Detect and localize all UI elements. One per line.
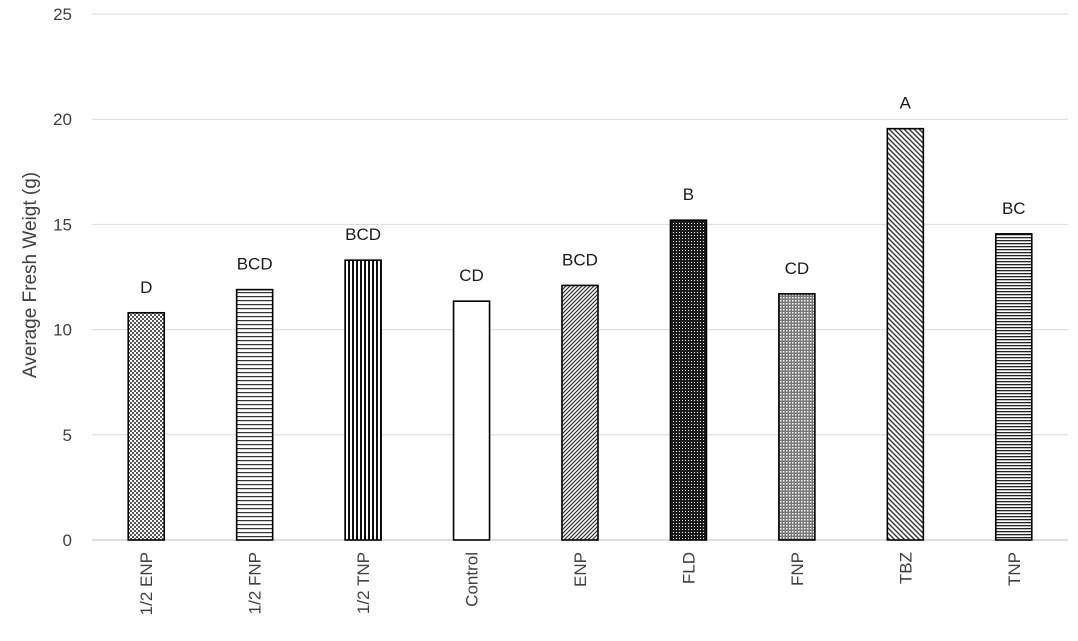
significance-label: CD [459, 266, 484, 285]
x-axis-categories: 1/2 ENP 1/2 FNP 1/2 TNP Control ENP FLD FNP TBZ… [137, 552, 1024, 615]
significance-label: CD [785, 259, 810, 278]
x-category-label: FLD [679, 552, 698, 584]
bar [886, 127, 925, 541]
x-category-label: ENP [571, 552, 590, 587]
significance-label: BCD [562, 250, 598, 269]
significance-label: BC [1002, 199, 1026, 218]
significance-label: D [140, 278, 152, 297]
y-tick-label: 10 [53, 321, 72, 340]
significance-label: A [900, 94, 912, 113]
bar [778, 293, 816, 541]
x-category-label: 1/2 FNP [246, 552, 265, 614]
significance-label: BCD [237, 255, 273, 274]
y-tick-label: 0 [63, 531, 72, 550]
bar [344, 259, 382, 541]
bar [452, 300, 491, 541]
x-category-label: FNP [788, 552, 807, 586]
bars [127, 127, 1033, 541]
significance-label: BCD [345, 225, 381, 244]
y-axis-ticks: 0 5 10 15 20 25 [53, 5, 72, 550]
y-tick-label: 20 [53, 110, 72, 129]
y-tick-label: 25 [53, 5, 72, 24]
y-tick-label: 5 [63, 426, 72, 445]
bar [669, 219, 708, 541]
y-axis-title: Average Fresh Weigt (g) [20, 172, 41, 378]
bar [994, 233, 1033, 541]
bar [127, 311, 166, 541]
bar [561, 284, 599, 541]
x-category-label: TBZ [896, 552, 915, 584]
bar [235, 288, 274, 541]
x-category-label: 1/2 ENP [137, 552, 156, 615]
x-category-label: 1/2 TNP [354, 552, 373, 614]
x-category-label: Control [463, 552, 482, 607]
x-category-label: TNP [1005, 552, 1024, 586]
significance-label: B [683, 185, 694, 204]
y-tick-label: 15 [53, 215, 72, 234]
